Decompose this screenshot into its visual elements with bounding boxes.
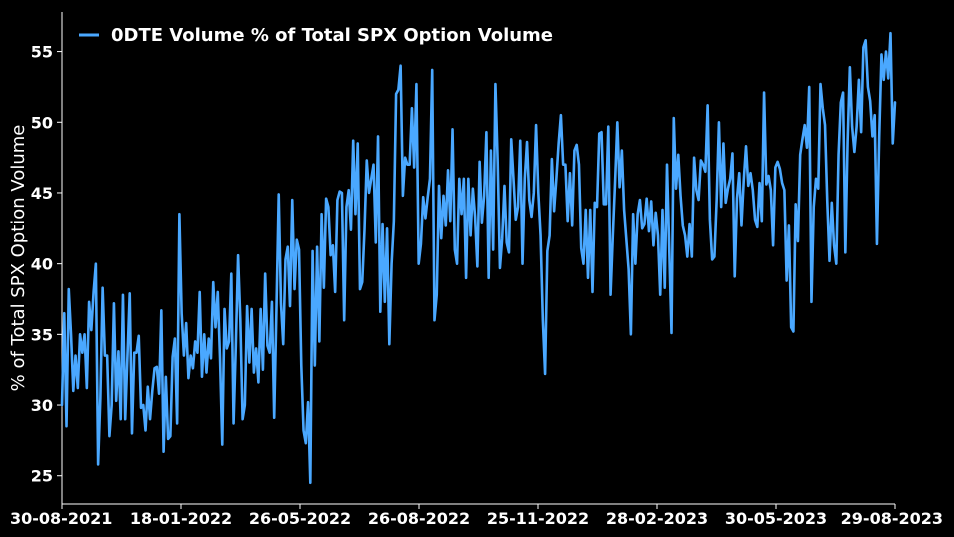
x-tick-label: 28-02-2023 [606, 509, 708, 528]
y-tick-label: 45 [31, 184, 53, 203]
y-tick-label: 35 [31, 325, 53, 344]
y-tick-label: 30 [31, 396, 53, 415]
y-tick-label: 40 [31, 255, 53, 274]
y-tick-label: 50 [31, 113, 53, 132]
y-axis-label: % of Total SPX Option Volume [8, 125, 29, 392]
series-layer [60, 31, 897, 485]
ticks: 25 30 35 40 45 50 55 30-08-2021 18-01-2022 26-05-… [10, 43, 943, 528]
x-tick-label: 29-08-2023 [841, 509, 943, 528]
x-tick-label: 25-11-2022 [487, 509, 589, 528]
x-tick-label: 30-05-2023 [725, 509, 827, 528]
x-tick-label: 18-01-2022 [130, 509, 232, 528]
legend: 0DTE Volume % of Total SPX Option Volume [79, 25, 553, 46]
legend-label: 0DTE Volume % of Total SPX Option Volume [111, 25, 553, 46]
y-tick-label: 55 [31, 43, 53, 62]
y-tick-label: 25 [31, 467, 53, 486]
x-tick-label: 30-08-2021 [10, 509, 112, 528]
x-tick-label: 26-08-2022 [368, 509, 470, 528]
series-line-0 [60, 31, 897, 485]
axes [61, 12, 895, 505]
x-tick-label: 26-05-2022 [249, 509, 351, 528]
